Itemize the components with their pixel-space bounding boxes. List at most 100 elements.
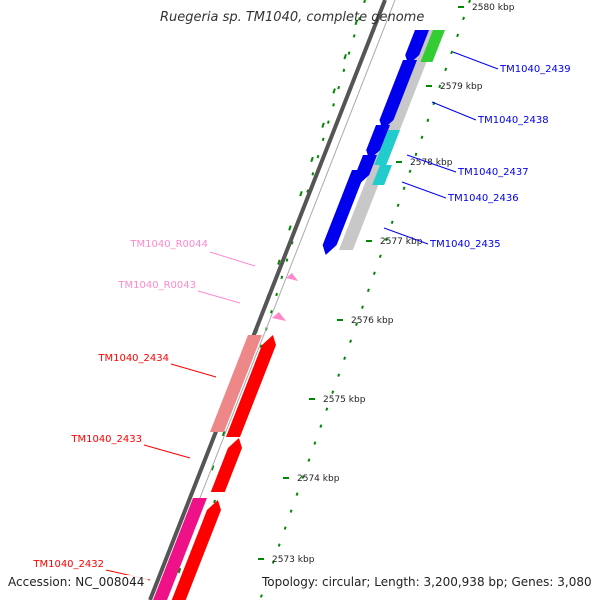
gene-label-TM1040_2435[interactable]: TM1040_2435 [429, 239, 501, 250]
gene-bar-TM1040_2432[interactable] [171, 500, 221, 600]
tick-dot-right [337, 373, 341, 377]
tick-dot-right [343, 356, 347, 360]
gene-bar-TM1040_2434[interactable] [225, 335, 276, 437]
gene-leader-line [452, 51, 499, 70]
gene-bar-TM1040_2438[interactable] [379, 60, 418, 130]
tick-dash-left [299, 191, 303, 197]
ruler-label: 2579 kbp [440, 82, 483, 92]
tick-dot-right [462, 16, 465, 21]
gene-leader-line [197, 290, 241, 304]
gene-label-TM1040_2437[interactable]: TM1040_2437 [457, 167, 529, 178]
gene-leader-line [209, 251, 256, 267]
tick-dot-right [426, 118, 430, 123]
tick-dot-right [259, 594, 263, 598]
gene-bar-TM1040_2433[interactable] [210, 438, 242, 492]
tick-dot-right [295, 492, 299, 496]
gene-label-TM1040_2439[interactable]: TM1040_2439 [499, 64, 571, 75]
tick-dot-left [332, 103, 335, 107]
tick-dot-right [361, 305, 364, 309]
tick-dot-right [468, 0, 471, 4]
tick-dot-right [456, 33, 460, 38]
tick-dot-left [321, 137, 325, 142]
gene-leader-line [406, 154, 457, 173]
gene-label-TM1040_R0044[interactable]: TM1040_R0044 [129, 239, 208, 250]
tick-dot-right [325, 407, 329, 411]
tick-dot-right [444, 67, 448, 72]
gene-highlight-green[interactable] [420, 30, 445, 62]
tick-dot-right [450, 50, 454, 55]
gene-highlight-cyan-2[interactable] [372, 165, 392, 185]
tick-dot-right [366, 288, 370, 292]
tick-dash-left [343, 53, 347, 60]
tick-dot-left [280, 275, 284, 280]
tick-dot-left [363, 0, 366, 4]
ruler-label: 2575 kbp [323, 395, 366, 405]
tick-dot-left [270, 310, 273, 314]
gene-label-TM1040_2433[interactable]: TM1040_2433 [70, 434, 142, 445]
tick-dot-left [337, 85, 341, 90]
gene-leader-line [401, 181, 447, 199]
gene-leader-line [431, 101, 477, 121]
tick-dot-right [349, 339, 353, 343]
tick-dot-right [438, 84, 442, 89]
ruler-label: 2576 kbp [351, 316, 394, 326]
tick-dot-left [326, 120, 330, 124]
genome-title: Ruegeria sp. TM1040, complete genome [160, 10, 425, 25]
tick-dot-right [277, 543, 281, 547]
tick-dot-left [213, 499, 216, 504]
gene-bar-hypothetical[interactable] [153, 498, 207, 600]
tick-dot-right [396, 203, 400, 208]
gene-leader-line [143, 444, 191, 459]
tick-dot-left [342, 68, 346, 73]
tick-dot-right [384, 237, 388, 242]
gene-highlight-cyan[interactable] [374, 130, 400, 165]
gene-bar-TM1040_R0043[interactable] [272, 312, 286, 321]
gene-label-TM1040_2436[interactable]: TM1040_2436 [447, 193, 519, 204]
gene-bar-TM1040_2437[interactable] [366, 125, 390, 160]
tick-dot-right [408, 169, 412, 174]
cds-reverse-shade[interactable] [210, 335, 262, 432]
tick-dot-right [355, 322, 358, 326]
tick-dot-right [319, 424, 323, 428]
tick-dash-left [321, 122, 325, 128]
genome-backbone [148, 0, 387, 601]
ruler-label: 2573 kbp [272, 555, 315, 565]
tick-dash-left [210, 465, 215, 471]
tick-dot-right [390, 220, 394, 225]
topology-label: Topology: circular; Length: 3,200,938 bp… [260, 575, 592, 589]
tick-dot-left [306, 189, 310, 193]
gene-bar-TM1040_2439[interactable] [405, 30, 429, 65]
tick-dot-right [420, 135, 424, 140]
gene-label-TM1040_2438[interactable]: TM1040_2438 [477, 115, 549, 126]
tick-dot-left [311, 172, 315, 176]
gene-label-TM1040_2432[interactable]: TM1040_2432 [32, 559, 104, 570]
tick-dot-left [285, 258, 289, 262]
tick-dash-left [310, 156, 314, 163]
tick-dash-left [277, 259, 281, 265]
tick-dot-right [313, 441, 317, 445]
ruler-label: 2580 kbp [472, 3, 515, 13]
tick-dot-right [307, 458, 311, 462]
tick-dot-right [331, 390, 335, 394]
gene-label-TM1040_2434[interactable]: TM1040_2434 [97, 353, 169, 364]
gene-bar-TM1040_R0044[interactable] [286, 273, 298, 281]
ruler-label: 2574 kbp [297, 474, 340, 484]
tick-dot-left [316, 154, 320, 159]
gene-bar-TM1040_2435[interactable] [322, 170, 366, 255]
tick-dot-right [271, 560, 275, 564]
tick-dot-right [402, 186, 406, 191]
tick-dot-right [283, 526, 287, 530]
tick-dash-left [288, 225, 292, 231]
tick-dash-left [177, 567, 182, 574]
tick-dot-right [414, 152, 418, 157]
tick-dot-left [275, 292, 279, 297]
gene-leader-line [170, 363, 217, 378]
gene-label-TM1040_R0043[interactable]: TM1040_R0043 [117, 280, 196, 291]
tick-dot-left [347, 51, 351, 55]
tick-dot-right [301, 475, 305, 479]
gene-leader-line [383, 227, 429, 245]
accession-label: Accession: NC_008044 [8, 575, 149, 589]
ruler-label: 2577 kbp [380, 237, 423, 247]
